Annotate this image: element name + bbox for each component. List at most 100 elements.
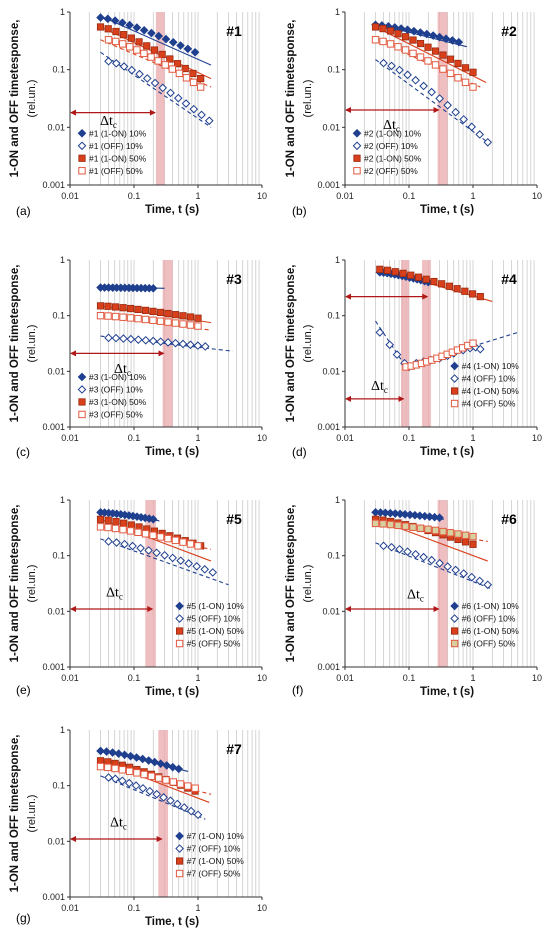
arrow-head-left <box>70 109 76 116</box>
data-point <box>96 746 105 756</box>
data-point <box>126 314 135 322</box>
data-point <box>196 83 205 91</box>
data-point <box>104 537 113 546</box>
legend-label: #1 (OFF) 10% <box>89 141 143 151</box>
data-point <box>110 16 120 25</box>
data-point <box>379 520 387 528</box>
data-point <box>171 338 180 348</box>
data-point <box>448 36 457 45</box>
data-point <box>161 34 171 44</box>
data-point <box>114 749 123 758</box>
data-point <box>118 766 127 774</box>
series-1 <box>371 508 444 523</box>
y-tick-label: 0.1 <box>52 311 65 321</box>
data-point <box>179 538 187 546</box>
data-point <box>150 78 160 88</box>
data-point <box>184 782 192 790</box>
y-tick-label: 0.1 <box>327 311 340 321</box>
legend: #6 (1-ON) 10% #6 (OFF) 10% #6 (1-ON) 50% #6… <box>450 601 519 649</box>
data-point <box>461 287 469 295</box>
x-tick-label: 0.01 <box>336 673 354 683</box>
data-point <box>96 302 105 310</box>
data-point <box>176 780 185 788</box>
data-point <box>422 275 430 283</box>
data-point <box>126 527 135 535</box>
data-point <box>176 41 185 50</box>
data-point <box>461 78 470 87</box>
legend-label: #7 (1-ON) 10% <box>187 831 245 841</box>
y-tick-label: 0.1 <box>327 551 340 561</box>
x-axis-label: Time, t (s) <box>145 204 199 216</box>
data-point <box>186 321 195 329</box>
data-point <box>416 524 425 532</box>
data-point <box>104 516 112 524</box>
data-point <box>133 769 141 777</box>
delta-subscript: c <box>123 822 127 832</box>
panel-title: #4 <box>501 271 517 287</box>
data-point <box>134 314 142 323</box>
data-point <box>162 761 172 770</box>
x-tick-label: 10 <box>532 191 542 201</box>
panel-title: #6 <box>501 511 517 527</box>
legend-label: #2 (OFF) 10% <box>364 141 418 151</box>
arrow-head-left <box>345 293 351 300</box>
data-point <box>394 521 402 530</box>
data-point <box>461 538 470 546</box>
data-point <box>104 333 113 343</box>
arrow-head-right <box>149 109 156 116</box>
panel-title: #3 <box>226 271 242 287</box>
y-axis-unit: (rel.un.) <box>302 80 314 118</box>
y-axis-unit: (rel.un.) <box>302 325 314 363</box>
data-point <box>150 46 159 54</box>
data-point <box>127 65 137 75</box>
data-point <box>427 555 436 565</box>
data-point <box>186 806 196 816</box>
legend-marker <box>175 831 184 841</box>
y-tick-label: 1 <box>60 725 65 735</box>
series-4 <box>96 311 202 330</box>
data-point <box>149 307 157 315</box>
arrow-head-left <box>345 395 351 402</box>
legend-label: #3 (OFF) 50% <box>89 409 143 419</box>
y-tick-label: 0.001 <box>42 892 65 902</box>
data-point <box>143 42 151 50</box>
data-point <box>134 528 142 537</box>
delta-symbol: Δt <box>110 816 123 831</box>
data-point <box>158 83 168 93</box>
data-point <box>111 774 120 784</box>
data-point <box>173 799 182 809</box>
data-point <box>145 786 155 796</box>
data-point <box>475 344 485 354</box>
data-point <box>441 34 451 44</box>
data-point <box>104 302 112 310</box>
series-2 <box>104 56 214 126</box>
data-point <box>111 303 120 311</box>
series-2 <box>379 541 493 590</box>
data-point <box>164 309 172 318</box>
data-point <box>104 773 113 782</box>
delta-tc-label: Δtc <box>110 816 127 832</box>
data-point <box>401 46 410 54</box>
arrow-head-right <box>433 606 440 613</box>
y-axis-label: 1-ON and OFF timetesponse, <box>9 265 21 423</box>
data-point <box>142 74 152 83</box>
data-point <box>119 525 127 534</box>
data-point <box>120 31 128 39</box>
arrow-head-right <box>433 106 440 113</box>
data-point <box>476 293 484 301</box>
delta-tc-label: Δtc <box>383 118 400 134</box>
legend: #2 (1-ON) 10% #2 (OFF) 10% #2 (1-ON) 50% #2… <box>352 128 422 176</box>
data-point <box>401 522 410 530</box>
data-point <box>438 280 446 288</box>
data-point <box>104 763 112 772</box>
legend-marker <box>353 167 361 175</box>
data-point <box>127 34 135 42</box>
data-point <box>379 24 387 33</box>
data-point <box>104 25 112 33</box>
data-point <box>166 796 175 805</box>
data-point <box>461 531 470 539</box>
y-tick-label: 0.01 <box>47 122 65 132</box>
data-point <box>111 764 119 773</box>
